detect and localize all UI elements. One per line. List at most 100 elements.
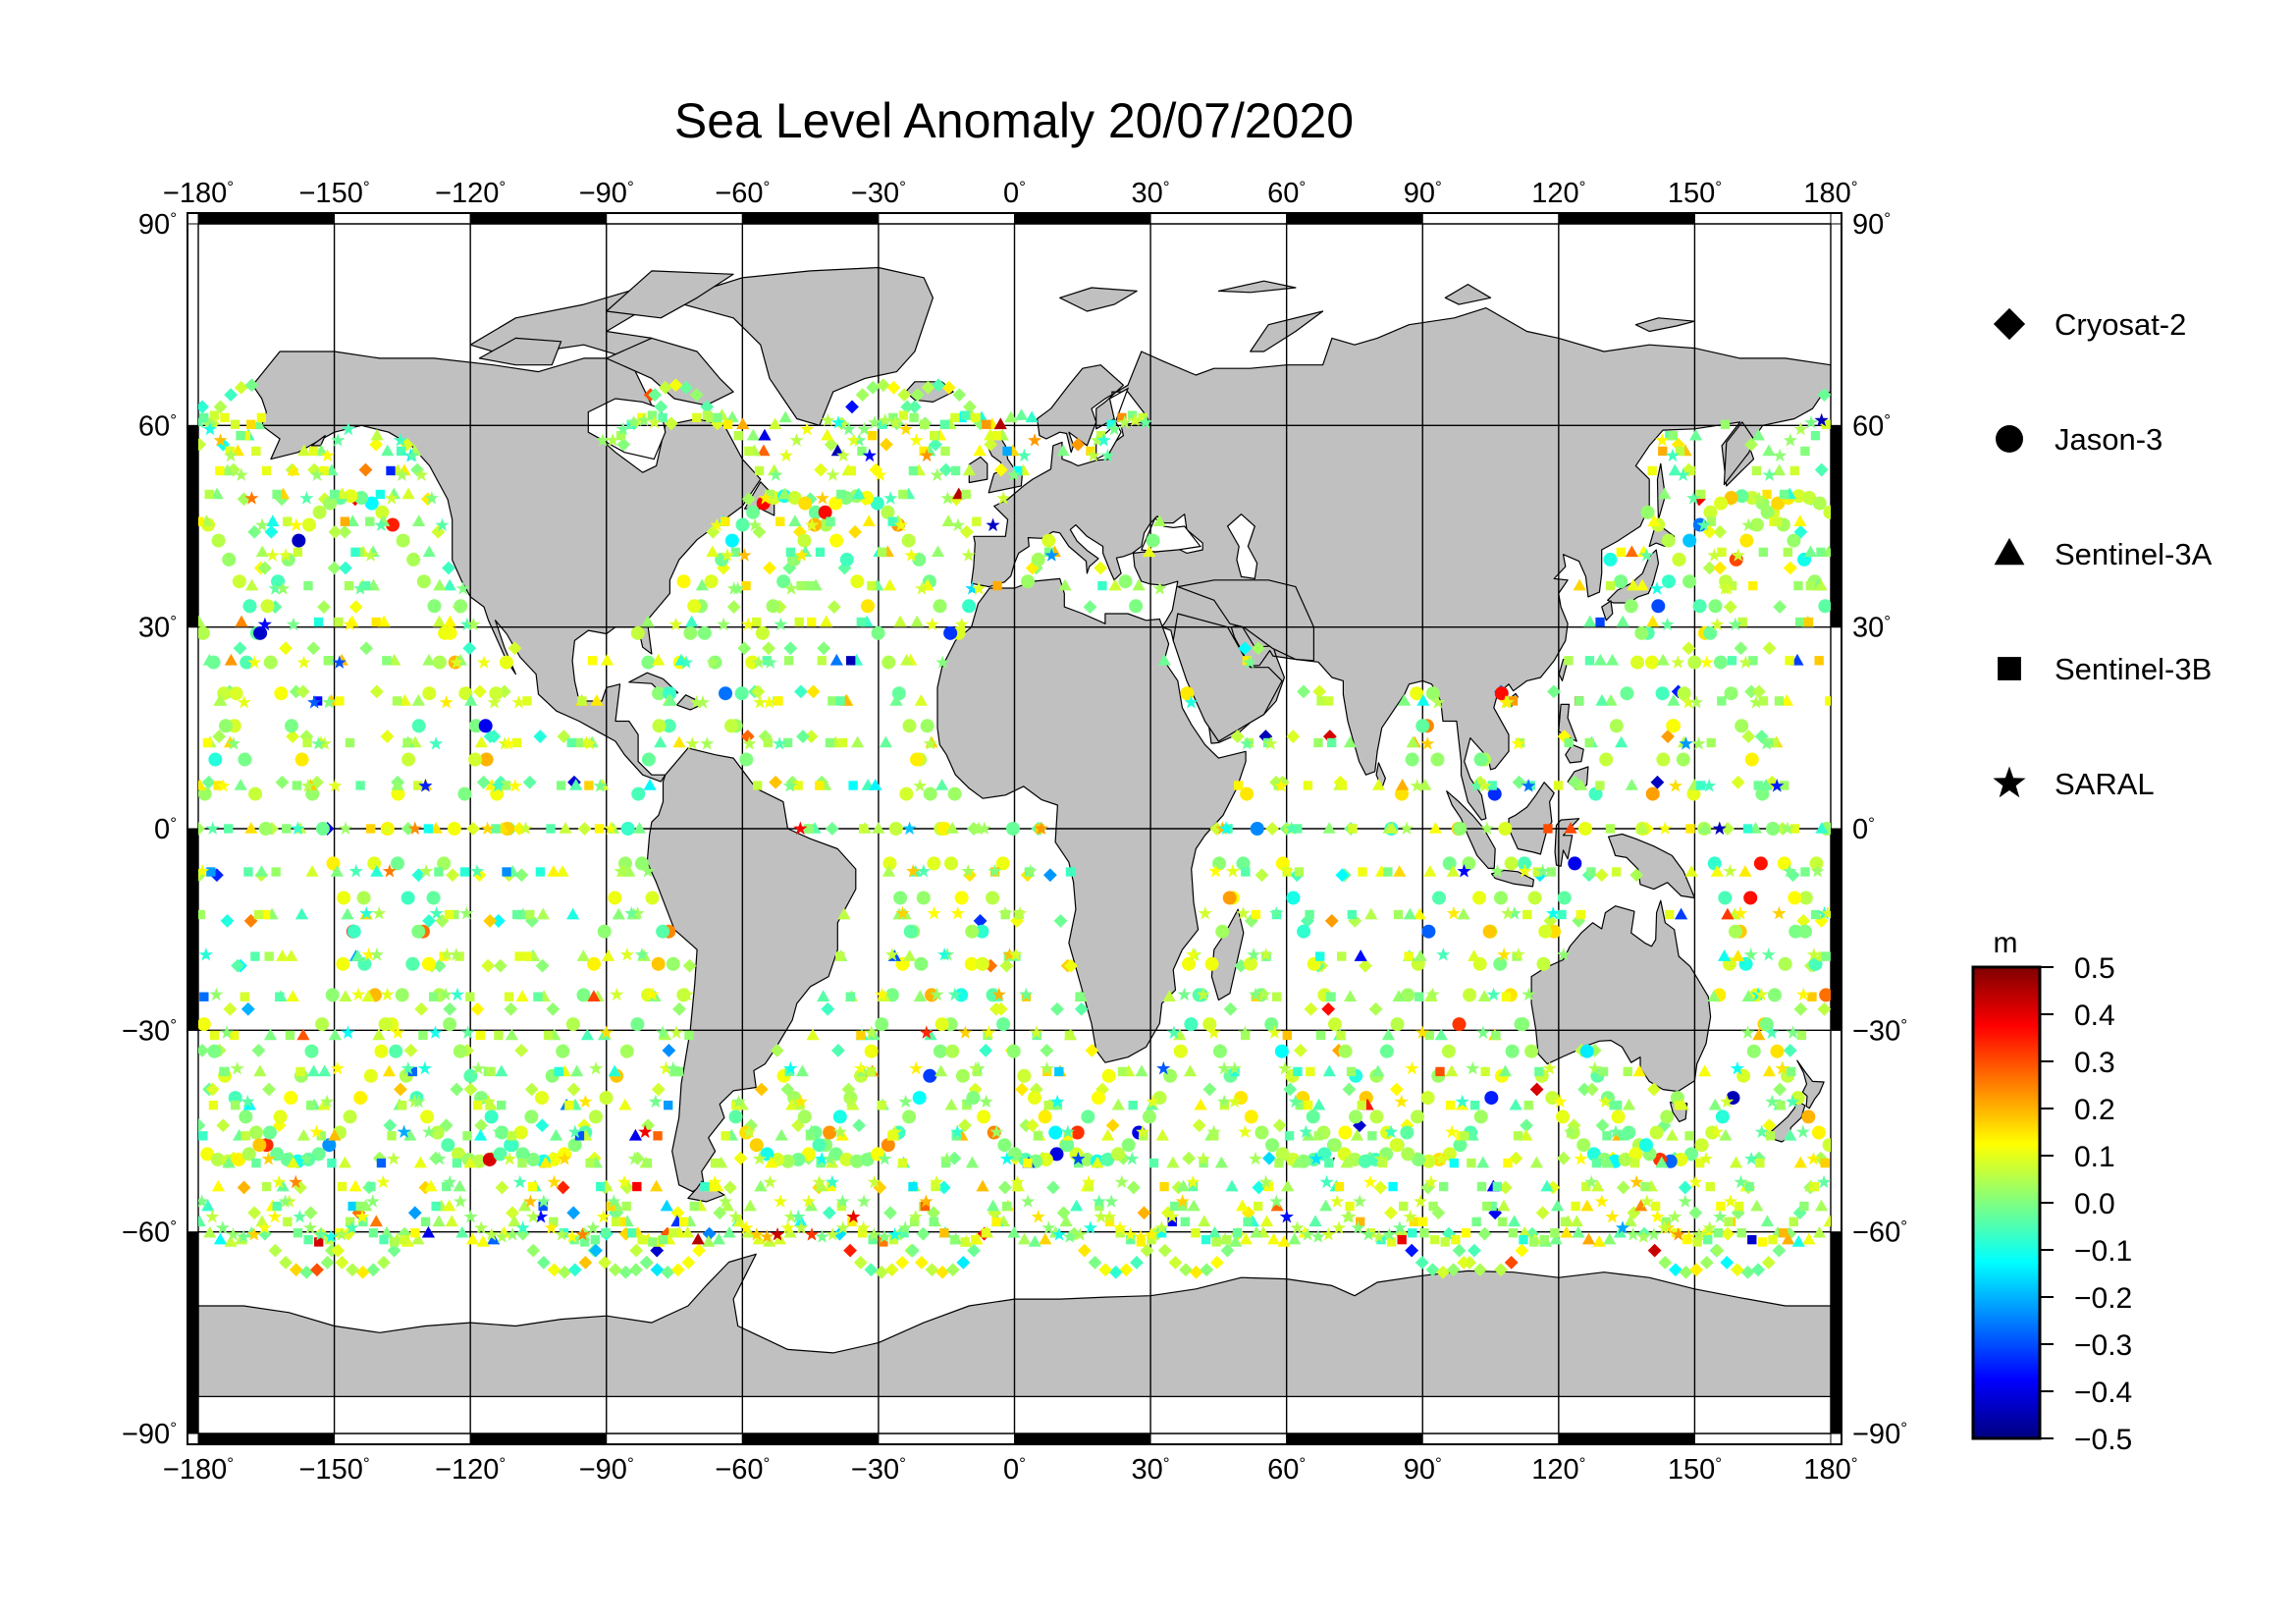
track-point-cryosat-2	[507, 641, 522, 656]
track-point-saral	[374, 517, 389, 532]
track-point-saral	[1277, 1060, 1293, 1075]
track-point-sentinel-3b	[1209, 1131, 1219, 1141]
track-point-cryosat-2	[852, 1118, 867, 1133]
track-point-cryosat-2	[1415, 1255, 1429, 1270]
track-point-saral	[883, 491, 898, 505]
track-point-sentinel-3a	[1418, 779, 1432, 790]
track-point-jason-3	[798, 496, 813, 511]
track-point-saral	[198, 864, 210, 878]
track-point-cryosat-2	[1817, 388, 1831, 403]
track-point-saral	[1394, 1094, 1409, 1109]
track-point-sentinel-3a	[1111, 1098, 1125, 1110]
track-point-cryosat-2	[1699, 1255, 1714, 1270]
track-point-sentinel-3b	[376, 1158, 387, 1168]
track-point-saral	[1243, 655, 1257, 669]
track-point-sentinel-3a	[903, 949, 917, 961]
track-point-sentinel-3b	[240, 430, 250, 441]
track-point-sentinel-3b	[585, 1158, 595, 1168]
track-point-cryosat-2	[1220, 1243, 1235, 1258]
track-point-sentinel-3b	[1324, 1158, 1334, 1168]
track-point-saral	[1605, 1209, 1620, 1223]
track-point-saral	[1019, 987, 1034, 1001]
track-point-sentinel-3b	[1136, 1237, 1147, 1247]
track-point-saral	[615, 421, 630, 436]
track-point-saral	[450, 655, 464, 669]
track-point-cryosat-2	[1678, 1180, 1692, 1195]
track-point-sentinel-3a	[370, 865, 384, 877]
track-point-sentinel-3b	[1254, 1201, 1263, 1212]
track-point-sentinel-3a	[1058, 578, 1072, 591]
track-point-saral	[466, 617, 481, 631]
track-point-cryosat-2	[514, 868, 529, 883]
track-point-sentinel-3a	[785, 1098, 799, 1110]
track-point-sentinel-3b	[744, 446, 754, 457]
track-point-sentinel-3a	[276, 1179, 290, 1192]
track-point-saral	[247, 655, 262, 669]
track-point-cryosat-2	[1646, 1082, 1661, 1097]
track-point-sentinel-3a	[1371, 779, 1386, 790]
track-point-jason-3	[1394, 786, 1409, 801]
track-point-saral	[659, 1060, 673, 1075]
track-point-saral	[1803, 415, 1819, 429]
track-point-cryosat-2	[1734, 641, 1748, 656]
track-point-saral	[1682, 1229, 1696, 1243]
track-point-saral	[501, 736, 515, 750]
track-point-sentinel-3b	[1201, 1234, 1211, 1245]
track-point-sentinel-3b	[722, 419, 733, 429]
track-point-cryosat-2	[1182, 1151, 1196, 1165]
track-point-sentinel-3a	[339, 990, 352, 1002]
track-point-cryosat-2	[1322, 730, 1337, 743]
track-point-sentinel-3b	[804, 824, 814, 834]
track-point-sentinel-3b	[1789, 824, 1800, 834]
track-point-saral	[710, 517, 724, 532]
track-point-jason-3	[232, 1152, 246, 1166]
track-point-jason-3	[325, 988, 340, 1002]
track-point-saral	[215, 1220, 231, 1234]
track-point-sentinel-3b	[834, 951, 845, 961]
track-point-sentinel-3b	[1747, 1234, 1757, 1245]
track-point-sentinel-3a	[224, 1235, 238, 1247]
track-point-jason-3	[1638, 1138, 1653, 1153]
track-point-jason-3	[274, 686, 289, 701]
track-point-cryosat-2	[414, 1001, 429, 1016]
track-point-cryosat-2	[566, 1206, 581, 1220]
track-point-saral	[961, 548, 976, 562]
track-point-jason-3	[198, 625, 210, 640]
track-point-sentinel-3b	[1347, 909, 1357, 920]
track-point-saral	[619, 947, 634, 961]
track-point-cryosat-2	[737, 641, 752, 656]
track-point-saral	[1342, 1209, 1357, 1223]
track-point-cryosat-2	[1627, 1206, 1641, 1220]
track-point-sentinel-3a	[602, 949, 615, 961]
track-point-cryosat-2	[1773, 600, 1788, 615]
track-point-sentinel-3b	[253, 909, 264, 920]
track-point-sentinel-3a	[1152, 514, 1166, 526]
track-point-saral	[895, 905, 910, 920]
track-point-cryosat-2	[713, 1206, 727, 1220]
track-point-saral	[1218, 821, 1234, 836]
track-point-cryosat-2	[536, 1255, 551, 1270]
track-point-jason-3	[1682, 533, 1697, 548]
track-point-sentinel-3b	[1188, 1181, 1199, 1192]
track-point-sentinel-3a	[1665, 1128, 1680, 1141]
track-point-sentinel-3a	[1371, 1064, 1385, 1077]
track-point-sentinel-3b	[355, 781, 365, 790]
track-point-saral	[846, 433, 861, 447]
track-point-cryosat-2	[984, 437, 998, 452]
track-point-cryosat-2	[722, 1180, 737, 1195]
track-point-jason-3	[828, 496, 843, 511]
track-point-sentinel-3a	[1731, 949, 1745, 961]
track-point-jason-3	[860, 1152, 875, 1166]
track-point-sentinel-3b	[679, 1217, 689, 1227]
track-point-saral	[1793, 421, 1808, 436]
track-point-sentinel-3b	[1772, 516, 1783, 526]
track-point-saral	[1198, 905, 1212, 920]
track-point-cryosat-2	[372, 1151, 387, 1165]
track-point-sentinel-3b	[308, 446, 319, 457]
track-point-jason-3	[1306, 1109, 1320, 1124]
track-point-saral	[916, 864, 931, 878]
track-point-saral	[1475, 1025, 1491, 1039]
track-point-cryosat-2	[921, 380, 935, 395]
track-point-jason-3	[1749, 517, 1764, 532]
track-point-sentinel-3b	[1796, 1030, 1807, 1041]
